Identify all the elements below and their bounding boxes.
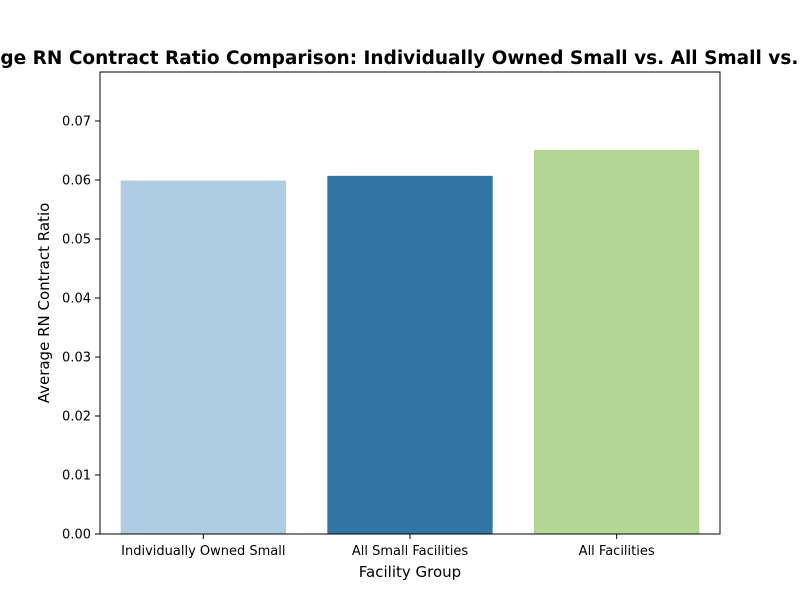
bars-group — [120, 149, 700, 534]
y-tick-label: 0.02 — [62, 409, 91, 424]
bar — [534, 149, 700, 534]
y-tick-label: 0.00 — [62, 528, 91, 543]
x-tick-label: All Small Facilities — [352, 544, 468, 559]
y-axis-label: Average RN Contract Ratio — [35, 203, 53, 404]
y-tick-label: 0.03 — [62, 350, 91, 365]
y-axis-ticks: 0.00 0.01 0.02 0.03 0.04 0.05 0.06 0.07 — [62, 114, 100, 543]
y-tick-label: 0.04 — [62, 291, 91, 306]
x-tick-label: All Facilities — [579, 544, 655, 559]
y-tick-label: 0.07 — [62, 114, 91, 129]
bar — [327, 175, 493, 534]
y-tick-label: 0.05 — [62, 232, 91, 247]
y-tick-label: 0.01 — [62, 468, 91, 483]
x-axis-label: Facility Group — [359, 563, 461, 581]
y-tick-label: 0.06 — [62, 173, 91, 188]
x-tick-label: Individually Owned Small — [121, 544, 285, 559]
x-axis-ticks: Individually Owned Small All Small Facili… — [121, 534, 655, 559]
bar — [120, 180, 286, 534]
chart-title: Average RN Contract Ratio Comparison: In… — [0, 48, 800, 69]
